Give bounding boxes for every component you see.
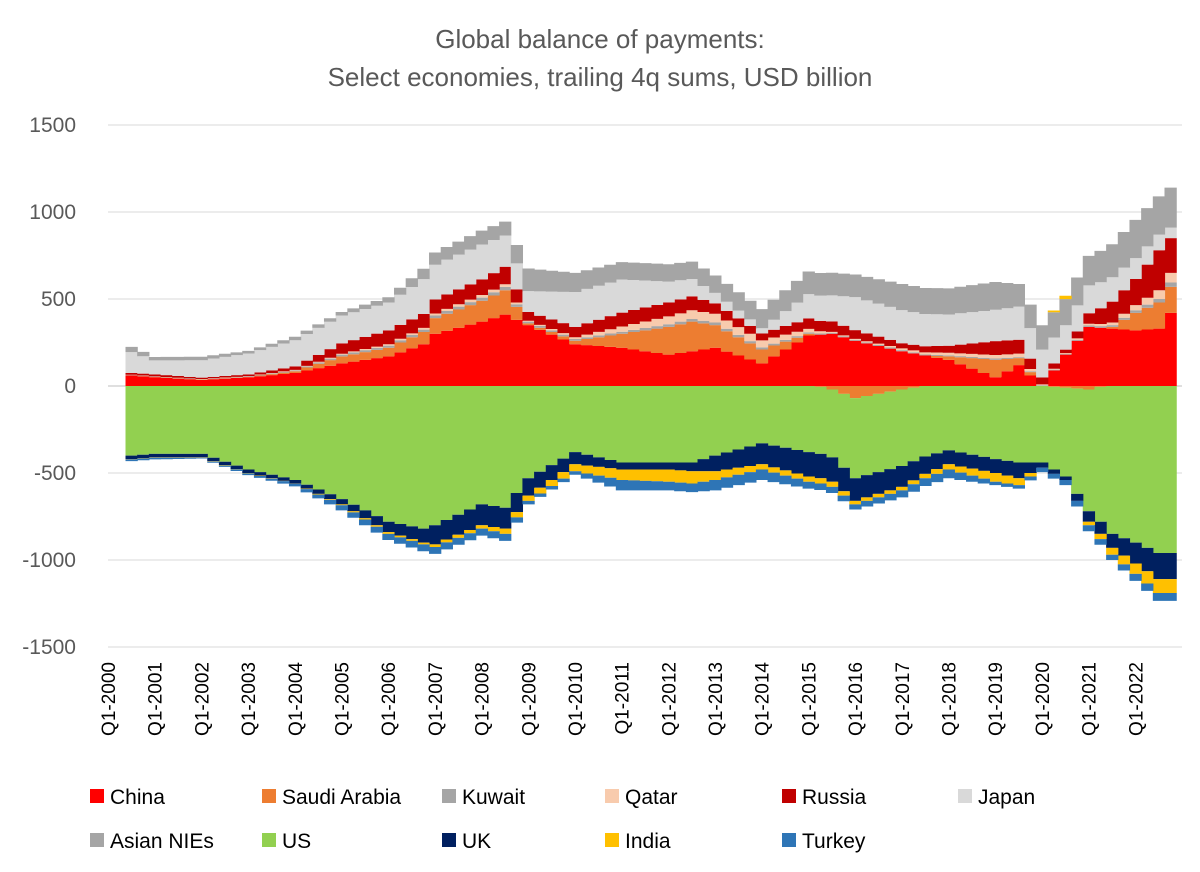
x-tick-label: Q1-2005 — [332, 662, 353, 736]
x-tick-label: Q1-2004 — [286, 662, 307, 736]
legend-swatch — [262, 789, 276, 803]
legend-label: Asian NIEs — [110, 830, 214, 853]
y-tick-label: 1000 — [29, 201, 76, 224]
legend-swatch — [605, 789, 619, 803]
x-tick-label: Q1-2019 — [986, 662, 1007, 736]
legend-swatch — [782, 789, 796, 803]
series-area-us — [125, 386, 1177, 554]
series-area-asian-nies — [125, 187, 1177, 361]
legend-label: China — [110, 786, 165, 809]
x-tick-label: Q1-2002 — [192, 662, 213, 736]
series-area-japan — [125, 227, 1177, 378]
x-tick-label: Q1-2013 — [706, 662, 727, 736]
legend-label: Kuwait — [462, 786, 525, 809]
legend-item-kuwait: Kuwait — [442, 786, 525, 809]
legend-item-asian-nies: Asian NIEs — [90, 830, 214, 853]
series-area-russia — [125, 238, 1177, 385]
series-area-saudi-arabia — [125, 286, 1177, 399]
legend-swatch — [262, 833, 276, 847]
y-tick-label: -1500 — [22, 636, 76, 659]
x-tick-label: Q1-2014 — [753, 662, 774, 736]
legend-label: India — [625, 830, 671, 853]
x-tick-label: Q1-2015 — [799, 662, 820, 736]
y-tick-label: -500 — [34, 462, 76, 485]
legend-swatch — [605, 833, 619, 847]
y-tick-label: 1500 — [29, 114, 76, 137]
legend-label: US — [282, 830, 311, 853]
legend-item-turkey: Turkey — [782, 830, 866, 853]
chart-title: Global balance of payments: Select econo… — [328, 24, 873, 92]
legend-item-japan: Japan — [958, 786, 1035, 809]
legend-swatch — [958, 789, 972, 803]
legend-label: Russia — [802, 786, 867, 809]
x-tick-label: Q1-2001 — [146, 662, 167, 736]
x-tick-label: Q1-2010 — [566, 662, 587, 736]
legend-label: Saudi Arabia — [282, 786, 401, 809]
chart-title-line-1: Global balance of payments: — [435, 24, 765, 54]
legend-label: Japan — [978, 786, 1035, 809]
y-tick-label: 500 — [41, 288, 76, 311]
legend-label: Turkey — [802, 830, 866, 853]
legend-swatch — [90, 833, 104, 847]
series-area-turkey — [125, 457, 1177, 601]
x-tick-label: Q1-2003 — [239, 662, 260, 736]
plot-area — [125, 187, 1177, 601]
legend-swatch — [90, 789, 104, 803]
legend-label: UK — [462, 830, 491, 853]
x-tick-label: Q1-2000 — [99, 662, 120, 736]
x-tick-label: Q1-2007 — [426, 662, 447, 736]
series-area-china — [125, 312, 1177, 386]
x-tick-label: Q1-2009 — [519, 662, 540, 736]
x-tick-label: Q1-2016 — [846, 662, 867, 736]
x-tick-label: Q1-2020 — [1033, 662, 1054, 736]
y-tick-label: -1000 — [22, 549, 76, 572]
x-tick-label: Q1-2008 — [473, 662, 494, 736]
legend-item-india: India — [605, 830, 671, 853]
legend-swatch — [442, 833, 456, 847]
legend-label: Qatar — [625, 786, 678, 809]
y-axis-tick-labels: 1500 1000 500 0 -500 -1000 -1500 — [22, 114, 76, 659]
x-tick-label: Q1-2012 — [659, 662, 680, 736]
x-tick-label: Q1-2006 — [379, 662, 400, 736]
x-tick-label: Q1-2017 — [893, 662, 914, 736]
x-axis-tick-labels: Q1-2000 Q1-2001 Q1-2002 Q1-2003 Q1-2004 Q1-20… — [99, 662, 1147, 736]
legend: China Saudi Arabia Kuwait Qatar Russia Japan A… — [90, 786, 1035, 853]
x-tick-label: Q1-2021 — [1080, 662, 1101, 736]
legend-item-china: China — [90, 786, 165, 809]
legend-item-uk: UK — [442, 830, 491, 853]
series-area-uk — [125, 443, 1177, 580]
chart-title-line-2: Select economies, trailing 4q sums, USD … — [328, 62, 873, 92]
y-tick-label: 0 — [64, 375, 76, 398]
legend-item-us: US — [262, 830, 311, 853]
legend-item-qatar: Qatar — [605, 786, 678, 809]
x-tick-label: Q1-2011 — [613, 662, 634, 735]
legend-swatch — [782, 833, 796, 847]
legend-item-russia: Russia — [782, 786, 867, 809]
x-tick-label: Q1-2022 — [1126, 662, 1147, 736]
x-tick-label: Q1-2018 — [940, 662, 961, 736]
legend-swatch — [442, 789, 456, 803]
legend-item-saudi-arabia: Saudi Arabia — [262, 786, 401, 809]
